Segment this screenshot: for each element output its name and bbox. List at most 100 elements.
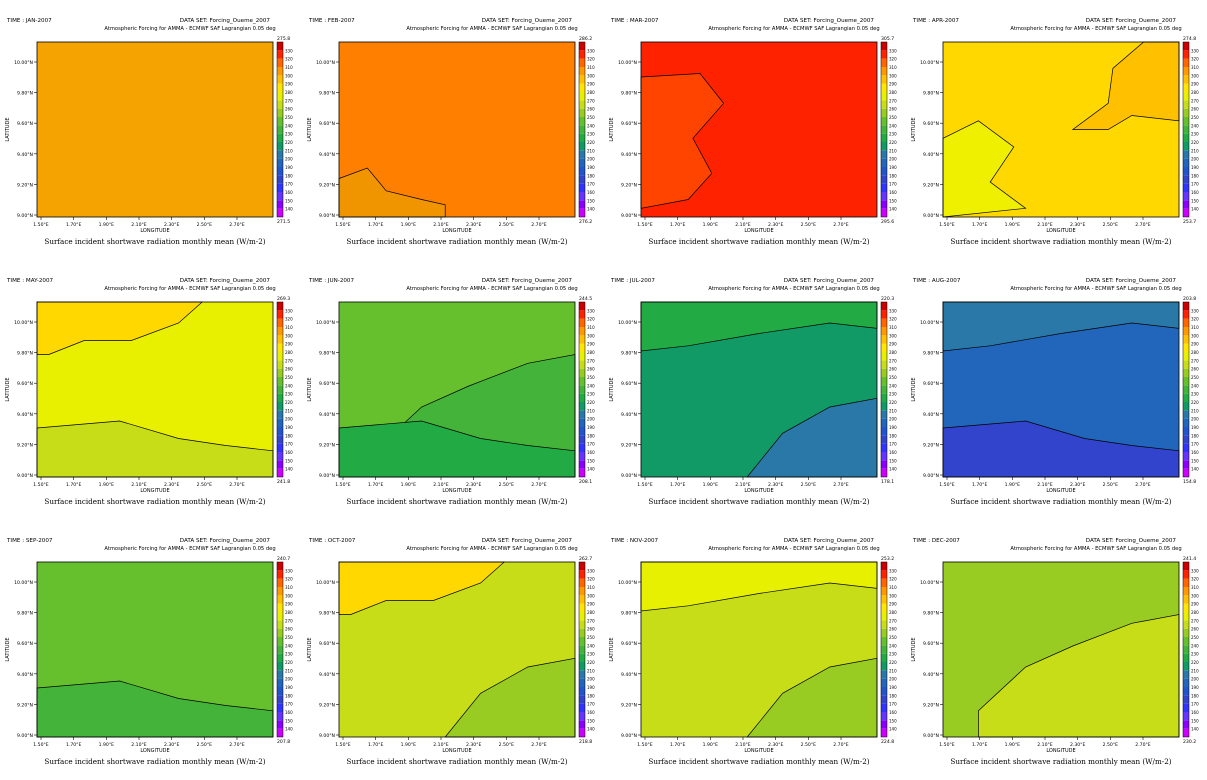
x-tick-label: 2.10°E (131, 742, 147, 748)
colorbar-label: 230 (587, 652, 595, 657)
caption: Surface incident shortwave radiation mon… (44, 237, 265, 246)
colorbar-swatch (277, 728, 283, 737)
colorbar-swatch (277, 200, 283, 209)
x-tick-label: 1.50°E (335, 482, 351, 488)
colorbar-swatch (277, 318, 283, 327)
colorbar-label: 270 (1191, 358, 1199, 363)
colorbar-swatch (579, 410, 585, 419)
colorbar-label: 180 (889, 433, 897, 438)
colorbar-swatch (277, 343, 283, 352)
x-tick-label: 1.50°E (33, 222, 49, 228)
colorbar-label: 300 (889, 593, 897, 598)
plot-frame (942, 561, 1180, 738)
colorbar-swatch (881, 343, 887, 352)
colorbar-swatch (881, 628, 887, 637)
colorbar-swatch (881, 158, 887, 167)
colorbar-swatch (881, 352, 887, 361)
y-tick-label: 9.80°N (923, 611, 939, 617)
colorbar-label: 170 (889, 182, 897, 187)
colorbar-swatch (579, 678, 585, 687)
colorbar-swatch (881, 603, 887, 612)
colorbar-swatch (1183, 703, 1189, 712)
caption: Surface incident shortwave radiation mon… (648, 237, 869, 246)
colorbar-label: 150 (285, 718, 293, 723)
colorbar-swatch (277, 443, 283, 452)
x-tick-label: 2.50°E (1103, 222, 1119, 228)
colorbar-swatch (1183, 200, 1189, 209)
y-tick-label: 10.00°N (920, 320, 939, 326)
colorbar-label: 170 (1191, 442, 1199, 447)
month-panel: TIME : SEP-2007 DATA SET: Forcing_Oueme_2… (0, 520, 302, 780)
colorbar-label: 160 (1191, 450, 1199, 455)
y-axis-label: LATITUDE (609, 377, 615, 401)
colorbar-label: 330 (889, 48, 897, 53)
colorbar-swatch (277, 578, 283, 587)
colorbar-label: 170 (889, 702, 897, 707)
colorbar-label: 140 (889, 727, 897, 732)
colorbar-label: 200 (889, 157, 897, 162)
x-tick-label: 2.70°E (833, 482, 849, 488)
colorbar-swatch (579, 712, 585, 721)
colorbar-swatch (1183, 58, 1189, 67)
colorbar-label: 260 (1191, 367, 1199, 372)
y-tick-label: 9.00°N (319, 473, 335, 479)
colorbar-swatch (277, 377, 283, 386)
y-tick-label: 9.40°N (621, 152, 637, 158)
x-tick-label: 1.50°E (335, 222, 351, 228)
colorbar-frame (880, 561, 888, 738)
y-axis-label: LATITUDE (609, 117, 615, 141)
colorbar-swatch (579, 167, 585, 176)
x-tick-label: 1.90°E (99, 742, 115, 748)
y-tick-label: 9.00°N (17, 473, 33, 479)
colorbar-swatch (1183, 712, 1189, 721)
colorbar-label: 290 (285, 82, 293, 87)
colorbar-label: 300 (1191, 593, 1199, 598)
colorbar-label: 260 (1191, 107, 1199, 112)
colorbar-label: 320 (1191, 57, 1199, 62)
y-tick-label: 10.00°N (14, 60, 33, 66)
colorbar-label: 160 (1191, 710, 1199, 715)
colorbar-label: 280 (285, 350, 293, 355)
colorbar-label: 190 (1191, 165, 1199, 170)
colorbar-swatch (579, 75, 585, 84)
colorbar-swatch (881, 108, 887, 117)
month-chart: TIME : NOV-2007 DATA SET: Forcing_Oueme_2… (609, 538, 897, 766)
colorbar-swatch (277, 427, 283, 436)
colorbar-label: 320 (285, 577, 293, 582)
colorbar-label: 310 (587, 585, 595, 590)
colorbar-label: 290 (587, 602, 595, 607)
colorbar-swatch (881, 75, 887, 84)
colorbar-label: 330 (587, 568, 595, 573)
colorbar-label: 140 (587, 727, 595, 732)
x-tick-label: 2.70°E (229, 222, 245, 228)
colorbar-label: 140 (1191, 467, 1199, 472)
colorbar-label: 190 (889, 685, 897, 690)
x-tick-label: 2.70°E (531, 482, 547, 488)
colorbar-swatch (277, 92, 283, 101)
time-label: TIME : JUN-2007 (308, 278, 354, 284)
colorbar-swatch (277, 142, 283, 151)
colorbar-swatch (579, 728, 585, 737)
colorbar-label: 240 (285, 643, 293, 648)
colorbar-swatch (579, 208, 585, 217)
colorbar-label: 220 (285, 660, 293, 665)
colorbar-frame (880, 41, 888, 218)
y-tick-label: 9.60°N (621, 381, 637, 387)
colorbar-swatch (1183, 310, 1189, 319)
y-tick-label: 9.20°N (621, 442, 637, 448)
colorbar-label: 230 (889, 132, 897, 137)
colorbar-swatch (881, 460, 887, 469)
colorbar-swatch (277, 393, 283, 402)
y-tick-label: 9.60°N (319, 641, 335, 647)
colorbar-swatch (1183, 318, 1189, 327)
colorbar-swatch (579, 468, 585, 477)
colorbar-frame (578, 41, 586, 218)
x-tick-label: 2.10°E (735, 222, 751, 228)
y-tick-label: 10.00°N (618, 320, 637, 326)
colorbar-label: 180 (285, 433, 293, 438)
colorbar-swatch (1183, 42, 1189, 51)
time-label: TIME : OCT-2007 (308, 538, 356, 544)
x-tick-label: 2.70°E (531, 222, 547, 228)
x-tick-label: 2.50°E (801, 742, 817, 748)
colorbar-label: 330 (889, 308, 897, 313)
